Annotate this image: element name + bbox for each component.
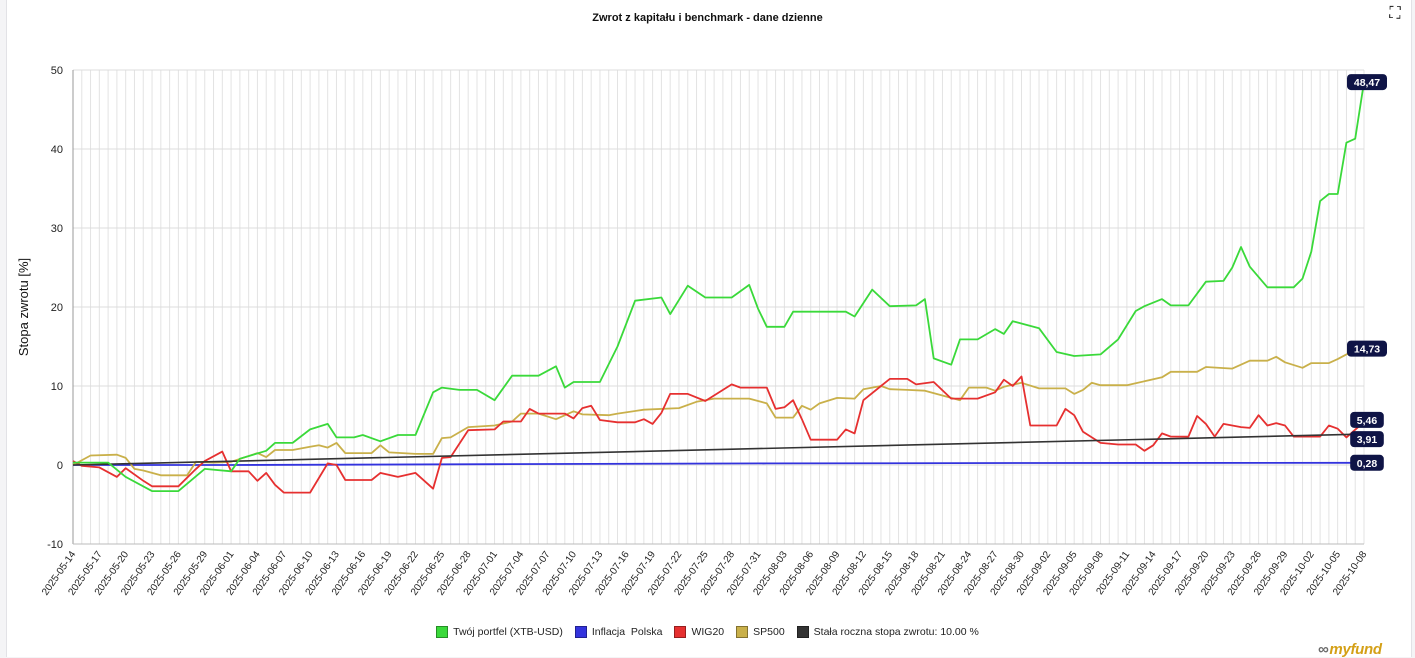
y-tick-label: 30 xyxy=(51,223,63,235)
end-value-badge xyxy=(1350,411,1384,428)
legend-label: SP500 xyxy=(753,626,785,638)
legend-label: Twój portfel (XTB-USD) xyxy=(453,626,563,638)
end-value-badge xyxy=(1350,454,1384,471)
y-tick-label: 10 xyxy=(51,381,63,393)
series-line-0 xyxy=(73,81,1365,492)
legend-label: Stała roczna stopa zwrotu: 10.00 % xyxy=(813,626,979,638)
legend-item-3[interactable]: SP500 xyxy=(736,626,785,638)
legend-item-1[interactable]: Inflacja Polska xyxy=(574,626,663,638)
y-tick-label: 40 xyxy=(51,144,63,156)
legend-label: Inflacja Polska xyxy=(591,626,663,638)
y-tick-label: 0 xyxy=(57,460,63,472)
legend-swatch xyxy=(796,626,809,638)
legend-item-2[interactable]: WIG20 xyxy=(674,626,724,638)
end-value-label: 5,46 xyxy=(1357,415,1378,427)
logo-icon: ∞ xyxy=(1318,641,1329,658)
series-line-3 xyxy=(72,347,1365,477)
series-line-2 xyxy=(72,375,1365,494)
y-axis-label: Stopa zwrotu [%] xyxy=(16,258,31,356)
y-tick-label: -10 xyxy=(47,539,63,551)
chart-title: Zwrot z kapitału i benchmark - dane dzie… xyxy=(592,12,823,24)
legend-swatch xyxy=(436,626,449,638)
y-tick-label: 20 xyxy=(51,302,63,314)
y-tick-label: 50 xyxy=(51,65,63,77)
series-line-1 xyxy=(73,461,1365,466)
legend-swatch xyxy=(574,626,587,638)
legend-item-4[interactable]: Stała roczna stopa zwrotu: 10.00 % xyxy=(796,626,979,638)
end-value-badge xyxy=(1347,340,1387,357)
legend-label: WIG20 xyxy=(691,626,725,638)
legend-swatch xyxy=(736,626,749,638)
end-value-label: 3,91 xyxy=(1357,434,1378,446)
legend-swatch xyxy=(674,626,687,638)
legend-item-0[interactable]: Twój portfel (XTB-USD) xyxy=(436,626,563,638)
chart-legend: Twój portfel (XTB-USD) Inflacja Polska WIG… xyxy=(0,623,1415,641)
series-line-4 xyxy=(72,433,1365,466)
expand-icon[interactable]: ⛶ xyxy=(1389,5,1401,22)
brand-logo: ∞myfund xyxy=(1318,641,1382,658)
end-value-badge xyxy=(1347,74,1387,91)
end-value-badge xyxy=(1350,431,1384,448)
end-value-label: 14,73 xyxy=(1354,344,1380,356)
end-value-label: 0,28 xyxy=(1357,458,1378,470)
brand-text: myfund xyxy=(1329,641,1382,658)
end-value-label: 48,47 xyxy=(1354,77,1380,89)
